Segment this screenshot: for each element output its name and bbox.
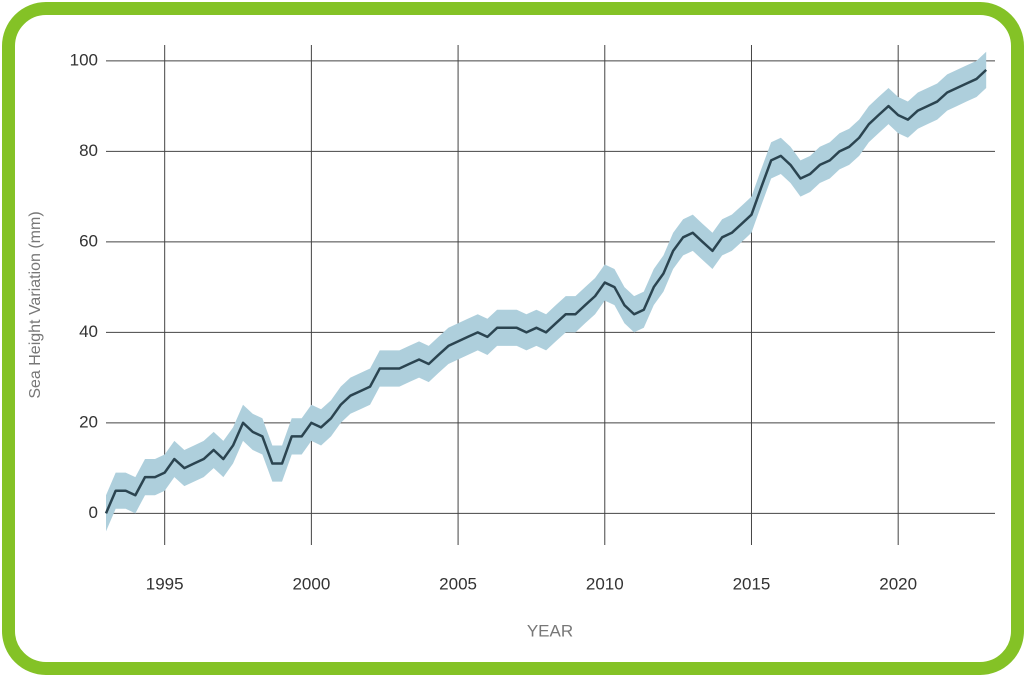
x-tick-label: 2015 xyxy=(733,574,771,593)
y-tick-label: 40 xyxy=(79,322,98,341)
data-line xyxy=(104,68,988,514)
y-tick-label: 0 xyxy=(89,503,98,522)
y-tick-label: 100 xyxy=(70,50,98,69)
y-tick-label: 60 xyxy=(79,231,98,250)
x-tick-label: 1995 xyxy=(146,574,184,593)
uncertainty-band xyxy=(106,51,987,532)
x-tick-label: 2020 xyxy=(879,574,917,593)
x-axis-label: YEAR xyxy=(527,621,573,640)
y-axis-label: Sea Height Variation (mm) xyxy=(27,211,44,398)
x-tick-label: 2005 xyxy=(439,574,477,593)
y-tick-label: 20 xyxy=(79,412,98,431)
x-tick-label: 2000 xyxy=(292,574,330,593)
y-tick-label: 80 xyxy=(79,141,98,160)
x-tick-label: 2010 xyxy=(586,574,624,593)
